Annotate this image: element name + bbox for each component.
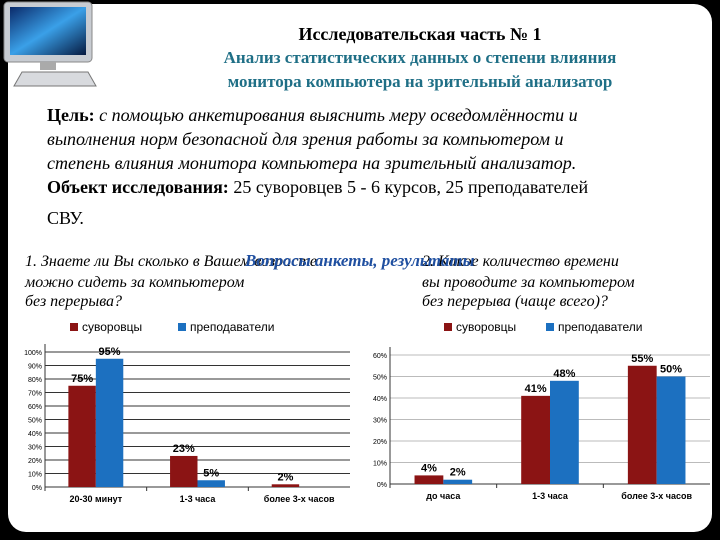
bar — [271, 484, 300, 487]
legend-label: суворовцы — [456, 320, 516, 334]
y-tick-label: 60% — [373, 353, 387, 360]
y-tick-label: 20% — [373, 439, 387, 446]
value-label: 5% — [203, 467, 219, 479]
value-label: 2% — [450, 467, 466, 479]
section-title: Вопросы анкеты, результаты — [244, 251, 475, 270]
legend-label: суворовцы — [82, 320, 142, 334]
object-text: 25 суворовцев 5 - 6 курсов, 25 преподава… — [233, 177, 588, 197]
y-tick-label: 50% — [373, 375, 387, 382]
value-label: 50% — [660, 364, 682, 376]
value-label: 41% — [525, 383, 547, 395]
value-label: 48% — [553, 368, 575, 380]
x-tick-label: до часа — [426, 491, 461, 501]
object-label: Объект исследования: — [47, 177, 229, 197]
y-tick-label: 100% — [24, 350, 42, 357]
monitor-icon — [3, 1, 97, 87]
y-tick-label: 90% — [28, 364, 42, 371]
y-tick-label: 70% — [28, 391, 42, 398]
subtitle: монитора компьютера на зрительный анализ… — [228, 72, 613, 91]
x-tick-label: 20-30 минут — [69, 494, 122, 504]
legend-swatch — [546, 323, 554, 331]
bar — [627, 365, 657, 484]
y-tick-label: 0% — [377, 482, 387, 489]
x-tick-label: 1-3 часа — [532, 491, 569, 501]
x-tick-label: более 3-х часов — [621, 491, 692, 501]
y-tick-label: 0% — [32, 485, 42, 492]
question: можно сидеть за компьютером — [24, 274, 244, 291]
y-tick-label: 40% — [28, 431, 42, 438]
bar — [68, 385, 96, 487]
question: без перерыва (чаще всего)? — [422, 293, 608, 310]
legend-swatch — [444, 323, 452, 331]
goal-text: степень влияния монитора компьютера на з… — [47, 153, 576, 173]
legend-label: преподаватели — [190, 320, 274, 334]
bar — [521, 395, 550, 484]
object-line: Объект исследования: 25 суворовцев 5 - 6… — [47, 177, 589, 197]
object-text: СВУ. — [47, 208, 84, 228]
y-tick-label: 30% — [373, 418, 387, 425]
y-tick-label: 40% — [373, 396, 387, 403]
value-label: 75% — [71, 373, 93, 385]
subtitle: Анализ статистических данных о степени в… — [224, 48, 617, 67]
bar — [197, 480, 225, 487]
legend-label: преподаватели — [558, 320, 642, 334]
y-tick-label: 20% — [28, 458, 42, 465]
bar — [443, 479, 473, 484]
value-label: 55% — [631, 353, 653, 365]
value-label: 4% — [421, 462, 437, 474]
x-tick-label: 1-3 часа — [180, 494, 217, 504]
y-tick-label: 60% — [28, 404, 42, 411]
goal-line: Цель: с помощью анкетирования выяснить м… — [47, 105, 578, 125]
bar — [95, 358, 124, 487]
y-tick-label: 10% — [373, 461, 387, 468]
question: вы проводите за компьютером — [422, 274, 635, 291]
legend-swatch — [178, 323, 186, 331]
bar — [414, 475, 444, 484]
bar — [550, 380, 579, 484]
bar — [170, 455, 198, 487]
y-tick-label: 80% — [28, 377, 42, 384]
value-label: 95% — [99, 346, 121, 358]
question: 2. Какое количество времени — [422, 253, 619, 270]
y-tick-label: 50% — [28, 418, 42, 425]
y-tick-label: 30% — [28, 445, 42, 452]
goal-text: выполнения норм безопасной для зрения ра… — [47, 129, 564, 149]
x-tick-label: более 3-х часов — [264, 494, 335, 504]
bar — [656, 376, 686, 484]
title: Исследовательская часть № 1 — [298, 24, 541, 44]
y-tick-label: 10% — [28, 472, 42, 479]
legend-swatch — [70, 323, 78, 331]
value-label: 2% — [277, 471, 293, 483]
question: без перерыва? — [25, 293, 122, 310]
value-label: 23% — [173, 443, 195, 455]
question: 1. Знаете ли Вы сколько в Вашем возрасте — [25, 253, 317, 270]
goal-label: Цель: — [47, 105, 95, 125]
goal-text: с помощью анкетирования выяснить меру ос… — [99, 105, 578, 125]
